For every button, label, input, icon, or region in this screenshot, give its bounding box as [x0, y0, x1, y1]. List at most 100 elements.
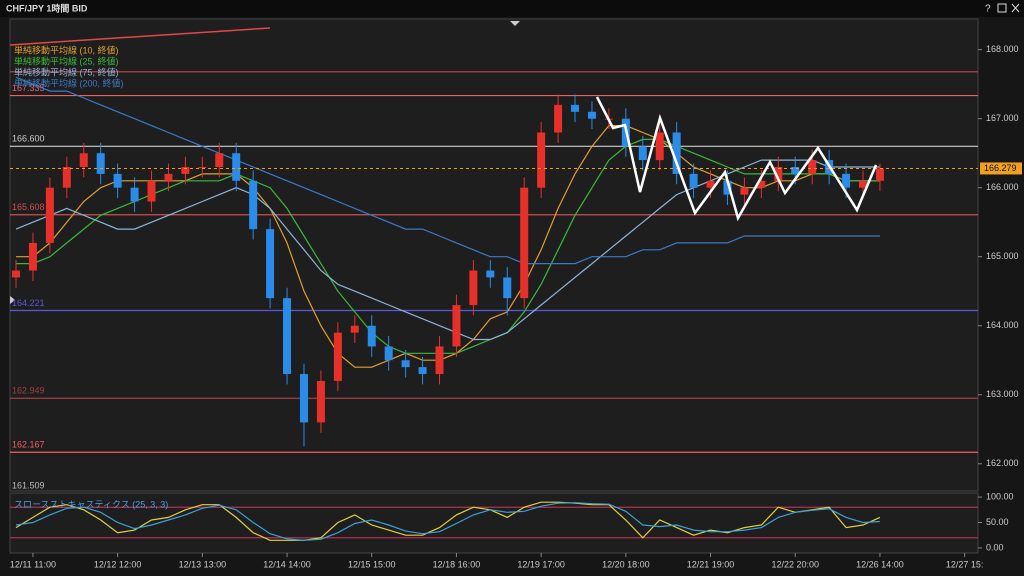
- candle-body: [808, 160, 817, 174]
- level-label: 167.335: [12, 83, 45, 93]
- candle-body: [147, 180, 156, 202]
- candle-body: [740, 187, 749, 195]
- level-label: 162.167: [12, 440, 45, 450]
- x-tick-label: 12/13 13:00: [179, 559, 227, 569]
- candle-body: [587, 111, 596, 119]
- level-label: 166.600: [12, 134, 45, 144]
- window-title: CHF/JPY 1時間 BID: [6, 2, 88, 13]
- level-label: 165.608: [12, 202, 45, 212]
- candle-body: [452, 305, 461, 347]
- x-tick-label: 12/15 15:00: [348, 559, 396, 569]
- indicator-line: [15, 76, 880, 265]
- candle-body: [130, 187, 139, 202]
- candle-body: [418, 367, 427, 375]
- collapse-marker[interactable]: [510, 21, 520, 26]
- x-tick-label: 12/20 18:00: [602, 559, 650, 569]
- x-tick-label: 12/21 19:00: [687, 559, 735, 569]
- candle-body: [757, 180, 766, 188]
- candle-body: [350, 325, 359, 333]
- y-tick-label: 50.00: [986, 517, 1009, 527]
- candle-body: [469, 270, 478, 306]
- x-tick-label: 12/11 11:00: [10, 559, 56, 569]
- y-tick-label: 165.000: [986, 251, 1019, 261]
- candle-body: [520, 187, 529, 299]
- candle-body: [45, 187, 54, 243]
- candle-body: [384, 346, 393, 361]
- close-button[interactable]: [1011, 3, 1020, 13]
- candle-body: [689, 173, 698, 188]
- candle-body: [723, 180, 732, 195]
- level-marker: [10, 296, 15, 304]
- y-tick-label: 163.000: [986, 389, 1019, 399]
- candle-body: [12, 270, 20, 278]
- candle-body: [435, 346, 444, 375]
- candle-body: [283, 298, 292, 375]
- price-pane: [9, 18, 979, 492]
- candle-body: [62, 167, 71, 188]
- y-tick-label: 168.000: [986, 44, 1019, 54]
- candle-body: [266, 229, 275, 299]
- candle-body: [706, 180, 715, 188]
- candle-body: [164, 173, 173, 181]
- candle-body: [655, 132, 664, 161]
- indicator-line: [16, 125, 880, 368]
- legend-entry: 単純移動平均線 (25, 終値): [14, 55, 119, 66]
- y-tick-label: 162.000: [986, 458, 1019, 468]
- candle-body: [875, 168, 884, 181]
- candle-body: [842, 173, 851, 188]
- candle-body: [181, 167, 190, 174]
- x-tick-label: 12/19 17:00: [517, 559, 565, 569]
- help-button[interactable]: ?: [985, 4, 991, 15]
- level-label: 161.509: [12, 480, 45, 490]
- x-tick-label: 12/26 14:00: [856, 559, 904, 569]
- last-price-label: 166.279: [984, 163, 1017, 173]
- title-bar: [0, 0, 1024, 17]
- last-price-box: [980, 162, 1022, 175]
- x-tick-label: 12/18 16:00: [433, 559, 481, 569]
- x-tick-label: 12/14 14:00: [263, 559, 311, 569]
- candle-body: [638, 146, 647, 161]
- candle-body: [554, 104, 563, 133]
- stochastic-pane: [9, 492, 979, 554]
- candle-body: [367, 325, 376, 347]
- candle-body: [249, 180, 258, 230]
- candle-body: [215, 153, 224, 168]
- trend-line: [9, 27, 271, 46]
- level-label: 162.949: [12, 386, 45, 396]
- candle-body: [486, 270, 495, 278]
- candle-body: [401, 360, 410, 368]
- y-tick-label: 164.000: [986, 320, 1019, 330]
- candle-body: [774, 167, 783, 181]
- candle-body: [113, 173, 122, 188]
- x-tick-label: 12/22 20:00: [771, 559, 819, 569]
- indicator-title: スロースストキャスティクス (25, 3, 3): [14, 499, 168, 509]
- indicator-line: [15, 159, 880, 341]
- maximize-button[interactable]: [997, 3, 1007, 13]
- candle-body: [503, 277, 512, 299]
- legend-entry: 単純移動平均線 (200, 終値): [14, 77, 124, 88]
- x-tick-label: 12/12 12:00: [94, 559, 142, 569]
- candle-body: [333, 332, 342, 381]
- candle-body: [859, 180, 867, 188]
- candle-body: [79, 153, 88, 168]
- y-tick-label: 100.00: [986, 491, 1014, 501]
- candle-body: [672, 132, 681, 174]
- candle-body: [96, 153, 105, 174]
- candle-body: [232, 153, 241, 181]
- candle-body: [571, 104, 580, 112]
- legend-entry: 単純移動平均線 (10, 終値): [14, 44, 119, 55]
- candle-body: [299, 374, 308, 423]
- candle-body: [537, 132, 546, 188]
- candle-body: [198, 167, 207, 169]
- zigzag-drawing: [595, 96, 878, 222]
- x-tick-label: 12/27 15:: [946, 559, 984, 569]
- indicator-line: [15, 501, 881, 541]
- legend-entry: 単純移動平均線 (75, 終値): [14, 66, 119, 77]
- level-label: 164.221: [12, 298, 45, 308]
- y-tick-label: 0.00: [986, 542, 1004, 552]
- candle-body: [791, 167, 800, 174]
- price-layer: 167.335 166.600 165.608 164.221 162.949 162.1…: [10, 44, 1022, 569]
- y-tick-label: 166.000: [986, 182, 1019, 192]
- candle-body: [28, 242, 37, 271]
